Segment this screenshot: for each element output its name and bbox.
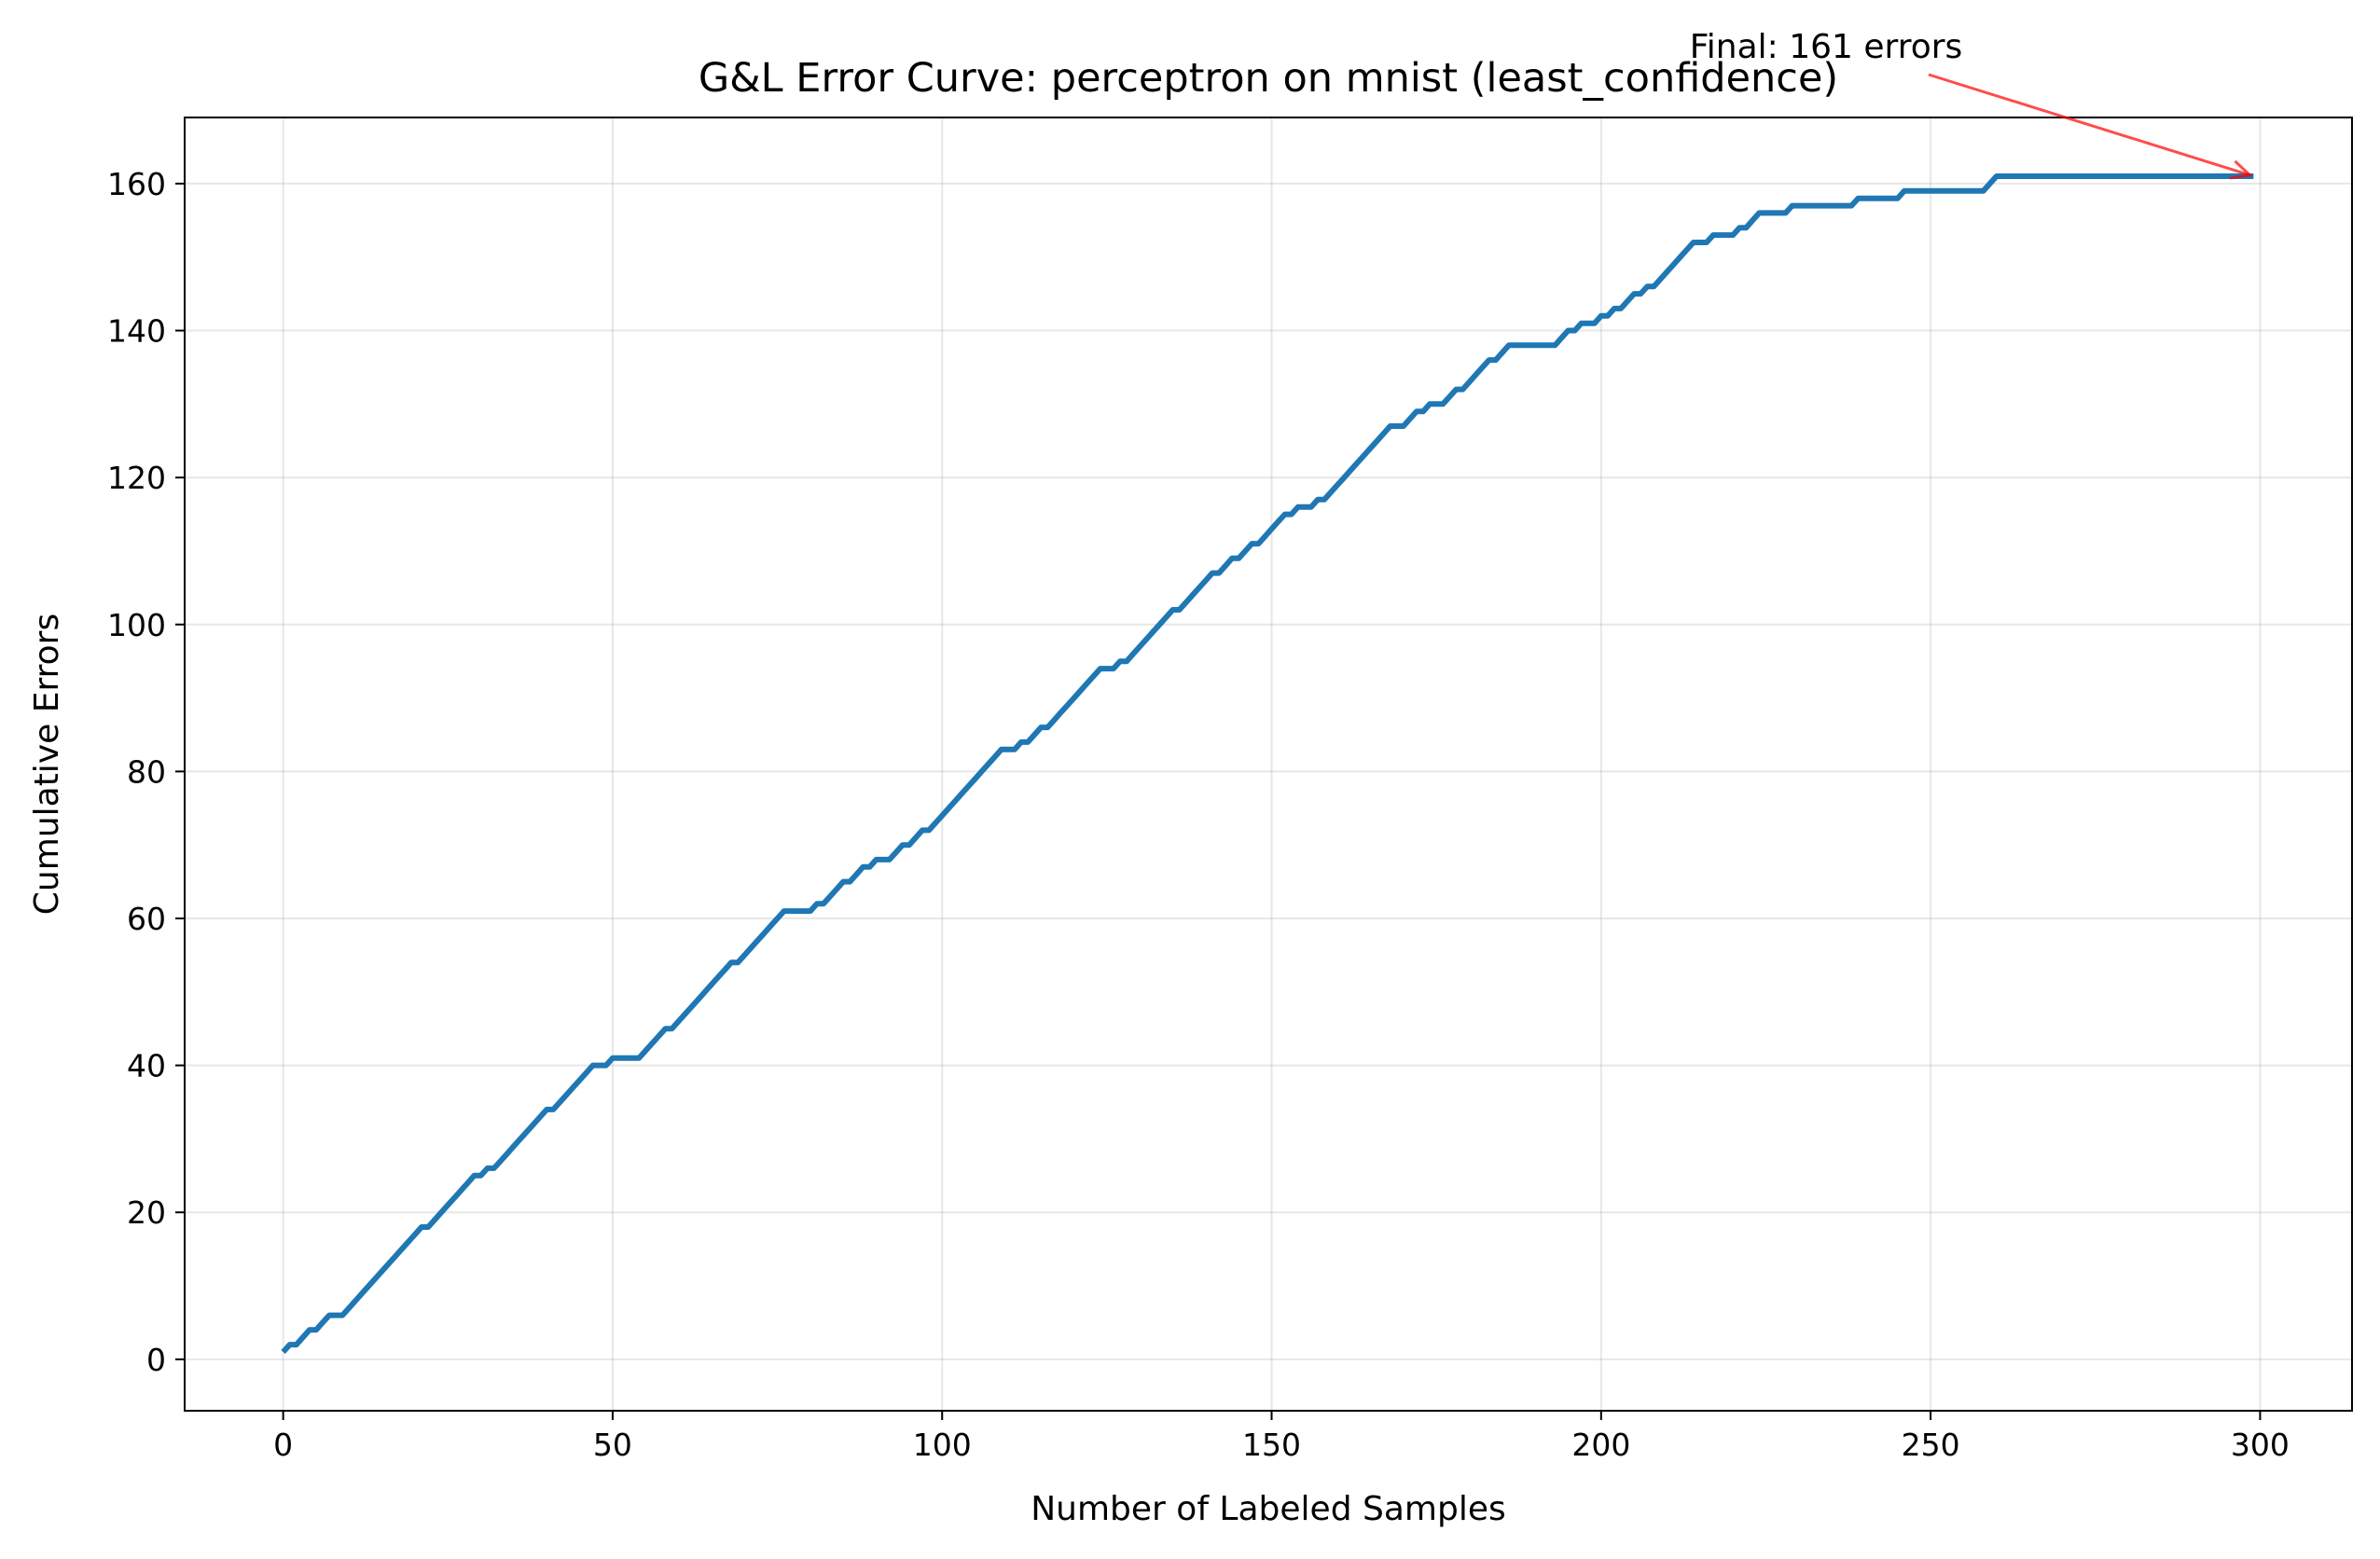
x-tick-label: 200: [1571, 1427, 1630, 1463]
y-tick-label: 0: [146, 1342, 166, 1378]
y-tick-label: 60: [127, 901, 166, 937]
y-tick-label: 160: [107, 166, 166, 202]
annotation-text: Final: 161 errors: [1690, 28, 1963, 66]
y-tick-label: 140: [107, 313, 166, 350]
y-axis-ticks: 0 20 40 60 80 100 120 140 160: [107, 166, 185, 1378]
y-tick-label: 80: [127, 753, 166, 790]
x-axis-label: Number of Labeled Samples: [1031, 1490, 1506, 1528]
grid-lines: [185, 117, 2352, 1411]
x-tick-label: 150: [1242, 1427, 1301, 1463]
annotation-arrow-head: [2229, 159, 2253, 180]
annotation: Final: 161 errors: [1690, 28, 2253, 180]
x-tick-label: 0: [273, 1427, 293, 1463]
x-tick-label: 250: [1902, 1427, 1960, 1463]
y-tick-label: 120: [107, 460, 166, 496]
plot-area-frame: [184, 117, 2353, 1412]
series-layer: [281, 173, 2254, 1355]
x-tick-label: 50: [593, 1427, 632, 1463]
x-axis-ticks: 0 50 100 150 200 250 300: [273, 1411, 2290, 1463]
chart-title: G&L Error Curve: perceptron on mnist (le…: [699, 55, 1838, 102]
y-axis-label: Cumulative Errors: [28, 614, 66, 915]
annotation-arrow-shaft: [1928, 73, 2250, 177]
x-tick-label: 300: [2231, 1427, 2290, 1463]
y-tick-label: 20: [127, 1194, 166, 1231]
y-tick-label: 100: [107, 607, 166, 643]
series-line: [281, 173, 2254, 1355]
x-tick-label: 100: [913, 1427, 972, 1463]
y-tick-label: 40: [127, 1048, 166, 1084]
